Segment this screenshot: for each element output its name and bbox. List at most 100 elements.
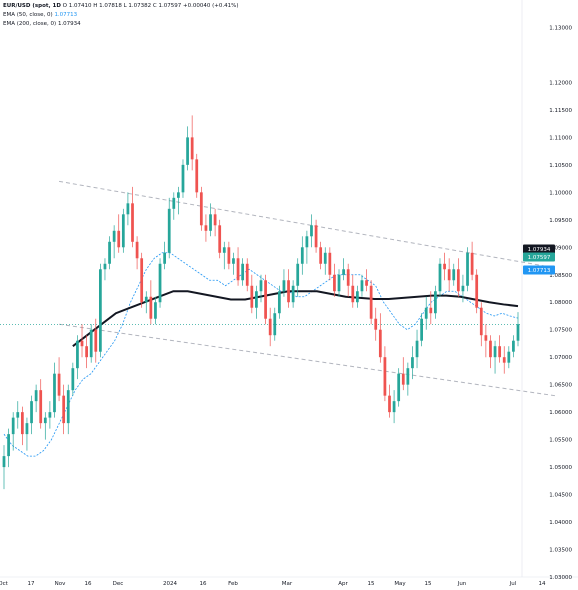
candle[interactable]	[177, 186, 180, 215]
candle[interactable]	[126, 192, 130, 226]
candle[interactable]	[479, 302, 483, 347]
candle[interactable]	[209, 203, 212, 237]
candle[interactable]	[369, 280, 373, 325]
candle[interactable]	[502, 346, 506, 374]
candle[interactable]	[415, 329, 419, 369]
candle[interactable]	[16, 401, 20, 429]
candle[interactable]	[250, 274, 254, 314]
candle[interactable]	[406, 362, 410, 396]
candle[interactable]	[420, 313, 424, 347]
candle[interactable]	[365, 269, 368, 292]
candle[interactable]	[76, 335, 79, 380]
candle[interactable]	[397, 368, 401, 407]
candle[interactable]	[218, 219, 222, 259]
candle[interactable]	[346, 263, 350, 297]
time-axis[interactable]: Oct 17 Nov 16 Dec 2024 16 Feb Mar Apr 15 May 15 Jun Ju…	[0, 581, 546, 587]
candle[interactable]	[62, 384, 66, 435]
candle[interactable]	[181, 159, 185, 198]
candle[interactable]	[378, 313, 382, 363]
candle[interactable]	[452, 263, 456, 286]
candle[interactable]	[108, 236, 111, 270]
candle[interactable]	[227, 241, 231, 270]
candle[interactable]	[245, 258, 249, 292]
candle[interactable]	[273, 307, 277, 341]
candle[interactable]	[34, 384, 38, 413]
candle[interactable]	[39, 379, 43, 429]
candle[interactable]	[255, 285, 258, 319]
candle[interactable]	[43, 412, 47, 440]
candle[interactable]	[94, 318, 98, 363]
candle[interactable]	[140, 252, 144, 308]
candle[interactable]	[158, 258, 162, 308]
legend-ema200-row[interactable]: EMA (200, close, 0) 1.07934	[3, 20, 81, 28]
candle[interactable]	[80, 324, 84, 358]
candle[interactable]	[277, 285, 281, 319]
candle[interactable]	[328, 247, 332, 281]
candle[interactable]	[383, 346, 387, 402]
candle[interactable]	[268, 307, 272, 347]
candle[interactable]	[374, 307, 378, 341]
candle[interactable]	[213, 208, 217, 237]
candle[interactable]	[392, 390, 396, 424]
candle[interactable]	[186, 126, 189, 171]
candle[interactable]	[190, 115, 194, 171]
candle[interactable]	[7, 428, 10, 468]
candle[interactable]	[333, 263, 336, 297]
candle[interactable]	[337, 269, 341, 297]
channel-line-upper[interactable]	[58, 180, 552, 268]
candle[interactable]	[241, 258, 245, 286]
candle[interactable]	[443, 252, 446, 281]
candle[interactable]	[323, 247, 327, 275]
candle[interactable]	[512, 335, 515, 358]
candle[interactable]	[287, 269, 290, 308]
candle[interactable]	[222, 241, 226, 270]
candle[interactable]	[89, 324, 93, 363]
candle[interactable]	[98, 263, 102, 358]
candle[interactable]	[48, 401, 52, 429]
candle[interactable]	[236, 247, 240, 286]
candle[interactable]	[401, 357, 405, 391]
candle[interactable]	[319, 241, 323, 270]
ema200-line[interactable]	[72, 290, 519, 347]
candle[interactable]	[144, 291, 148, 314]
candle[interactable]	[131, 186, 134, 248]
candle[interactable]	[493, 340, 497, 374]
candle[interactable]	[117, 214, 121, 253]
candle[interactable]	[71, 362, 75, 396]
candle[interactable]	[172, 192, 176, 220]
candle[interactable]	[310, 214, 313, 248]
candle[interactable]	[53, 362, 56, 418]
candle[interactable]	[204, 214, 208, 242]
candle[interactable]	[429, 291, 433, 325]
candle[interactable]	[112, 225, 116, 259]
legend-symbol[interactable]: EUR/USD (spot, 1D	[3, 3, 61, 9]
candle[interactable]	[85, 335, 88, 369]
candle[interactable]	[470, 241, 474, 281]
candle[interactable]	[57, 357, 61, 402]
candle[interactable]	[447, 258, 451, 292]
candle[interactable]	[498, 335, 502, 363]
candle[interactable]	[259, 274, 263, 303]
legend-ema50-row[interactable]: EMA (50, close, 0) 1.07713	[3, 11, 77, 19]
candle[interactable]	[30, 395, 33, 435]
candle[interactable]	[305, 230, 309, 264]
candle[interactable]	[199, 186, 203, 231]
candle[interactable]	[66, 384, 70, 435]
candle[interactable]	[149, 280, 153, 325]
candle[interactable]	[232, 252, 235, 275]
candle[interactable]	[475, 269, 479, 314]
candle[interactable]	[456, 258, 460, 297]
candle[interactable]	[411, 346, 414, 380]
candle[interactable]	[424, 296, 428, 330]
candle[interactable]	[154, 296, 157, 325]
candle[interactable]	[342, 258, 345, 281]
candle[interactable]	[466, 247, 469, 292]
candle[interactable]	[195, 153, 199, 198]
candle[interactable]	[388, 384, 391, 418]
candle[interactable]	[121, 208, 125, 253]
candle[interactable]	[314, 219, 318, 253]
candle[interactable]	[282, 269, 286, 297]
candle[interactable]	[438, 258, 442, 297]
candle[interactable]	[461, 274, 465, 303]
